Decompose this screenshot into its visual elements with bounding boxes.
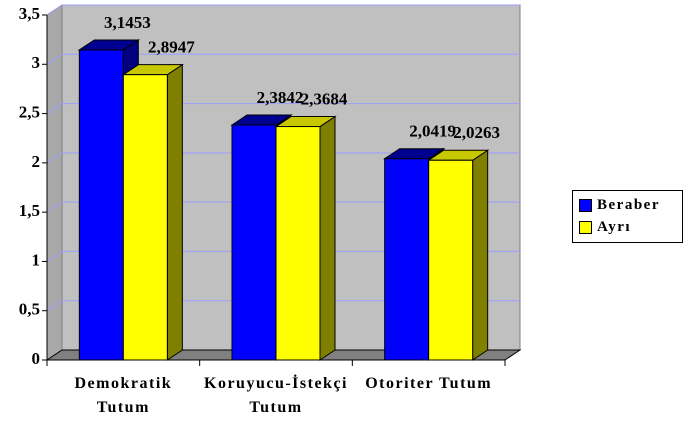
legend-item: Ayrı bbox=[579, 216, 676, 238]
legend-swatch bbox=[579, 198, 592, 212]
bar-side bbox=[319, 115, 336, 361]
x-tick-label: Otoriter Tutum bbox=[365, 375, 493, 392]
grid-line bbox=[46, 4, 63, 16]
data-label: 2,3684 bbox=[301, 89, 348, 108]
grid-line bbox=[46, 201, 63, 213]
x-tick-label: Koruyucu-İstekçi Tutum bbox=[204, 375, 348, 416]
side-wall bbox=[46, 4, 63, 361]
y-tick-label: 0 bbox=[32, 349, 41, 368]
grid-line bbox=[46, 103, 63, 114]
grid-line bbox=[46, 300, 63, 312]
legend-item: Beraber bbox=[579, 194, 676, 216]
data-label: 3,1453 bbox=[104, 13, 151, 32]
bar-side bbox=[166, 63, 183, 361]
legend: Beraber Ayrı bbox=[572, 190, 683, 243]
data-label: 2,0419 bbox=[409, 122, 456, 141]
y-tick-label: 0,5 bbox=[19, 300, 40, 319]
y-tick-label: 2 bbox=[32, 152, 41, 171]
bar bbox=[275, 126, 321, 361]
bar bbox=[78, 49, 124, 361]
y-tick-label: 1,5 bbox=[19, 201, 40, 220]
bar bbox=[231, 124, 277, 361]
bar bbox=[428, 159, 474, 361]
bar bbox=[122, 74, 168, 361]
bar bbox=[384, 158, 430, 361]
legend-label: Ayrı bbox=[597, 218, 632, 235]
data-label: 2,3842 bbox=[257, 88, 304, 107]
grid-line bbox=[46, 53, 63, 65]
grid-line bbox=[46, 251, 63, 262]
data-label: 2,8947 bbox=[148, 38, 195, 57]
grid-line bbox=[46, 152, 63, 164]
legend-swatch bbox=[579, 220, 592, 234]
legend-label: Beraber bbox=[597, 196, 660, 213]
bar-side bbox=[472, 149, 489, 361]
data-label: 2,0263 bbox=[453, 123, 500, 142]
x-tick-label: Demokratik Tutum bbox=[74, 375, 173, 416]
y-tick-label: 3,5 bbox=[19, 4, 40, 23]
y-tick-label: 2,5 bbox=[19, 102, 40, 121]
y-tick-label: 3 bbox=[32, 53, 41, 72]
y-tick-label: 1 bbox=[32, 250, 41, 269]
